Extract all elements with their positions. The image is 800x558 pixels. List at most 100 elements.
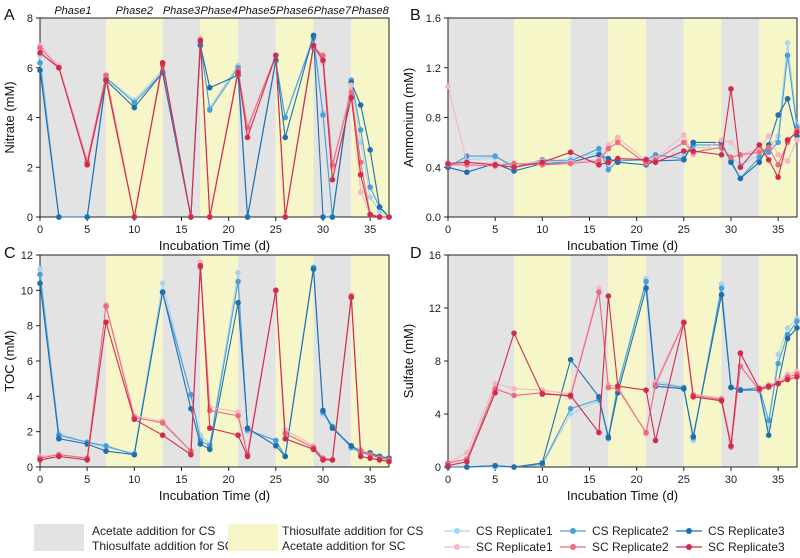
- legend-marker: [686, 544, 692, 550]
- data-point: [103, 77, 109, 83]
- legend-label: CS Replicate1: [476, 524, 553, 538]
- phase-band: [570, 255, 609, 467]
- y-tick-label: 16: [429, 250, 441, 262]
- y-tick-label: 4: [27, 113, 33, 125]
- data-point: [775, 351, 781, 358]
- data-point: [605, 293, 612, 299]
- data-point: [37, 67, 43, 74]
- y-tick-label: 2: [27, 162, 33, 174]
- data-point: [376, 204, 383, 210]
- data-point: [206, 84, 213, 91]
- y-tick-label: 10: [21, 285, 33, 297]
- y-tick-label: 6: [27, 356, 33, 368]
- legend-marker: [570, 528, 576, 534]
- data-point: [775, 360, 781, 367]
- data-point: [737, 350, 744, 356]
- legend-label: SC Replicate1: [476, 540, 553, 553]
- data-point: [84, 457, 90, 463]
- data-point: [320, 407, 326, 414]
- data-point: [329, 161, 336, 168]
- data-point: [775, 380, 781, 387]
- y-tick-label: 0: [27, 462, 33, 474]
- data-point: [188, 391, 194, 398]
- phase-label: Phase3: [163, 5, 201, 17]
- x-tick-label: 20: [631, 224, 643, 236]
- data-point: [737, 175, 744, 182]
- data-point: [794, 137, 800, 143]
- x-tick-label: 30: [725, 474, 737, 486]
- data-point: [367, 455, 373, 461]
- x-tick-label: 15: [175, 224, 187, 236]
- data-point: [605, 145, 612, 152]
- data-point: [273, 287, 279, 294]
- data-point: [605, 166, 612, 173]
- legend-swatch-gray: [34, 524, 84, 551]
- y-axis-title: Nitrate (mM): [2, 81, 17, 153]
- phase-label: Phase2: [116, 5, 153, 17]
- data-point: [775, 152, 781, 158]
- data-point: [728, 86, 734, 92]
- series-layer: [445, 40, 800, 182]
- data-point: [765, 432, 772, 439]
- data-point: [445, 160, 451, 167]
- data-point: [681, 319, 687, 326]
- data-point: [37, 271, 43, 278]
- x-tick-label: 5: [492, 224, 498, 236]
- panel-letter: B: [410, 7, 421, 24]
- data-point: [348, 294, 355, 301]
- y-tick-label: 8: [27, 321, 33, 333]
- data-point: [37, 457, 43, 463]
- phase-label: Phase5: [238, 5, 276, 17]
- data-point: [206, 214, 213, 220]
- phase-band: [351, 255, 389, 467]
- y-tick-label: 0: [435, 462, 441, 474]
- phase-band: [275, 18, 314, 217]
- data-point: [320, 52, 326, 59]
- data-point: [596, 289, 602, 295]
- data-point: [605, 159, 612, 166]
- data-point: [244, 214, 251, 220]
- data-point: [103, 319, 109, 325]
- y-tick-label: 4: [435, 409, 441, 421]
- data-point: [159, 432, 166, 439]
- legend-marker: [686, 528, 692, 534]
- data-point: [464, 449, 470, 456]
- panel-b: 0 5 10 15 20 25 30 35 0.0 0.4 0.8 1.2 1.6 Incubation …: [401, 7, 800, 253]
- data-point: [103, 443, 109, 449]
- data-point: [206, 407, 213, 414]
- data-point: [131, 99, 138, 106]
- x-tick-label: 10: [536, 224, 548, 236]
- data-point: [765, 156, 772, 163]
- data-point: [728, 443, 734, 449]
- data-point: [56, 453, 62, 460]
- y-tick-label: 2: [27, 427, 33, 439]
- x-tick-label: 35: [364, 224, 376, 236]
- data-point: [329, 425, 336, 431]
- data-point: [197, 262, 204, 269]
- y-tick-label: 12: [21, 250, 33, 262]
- phase-label: Phase8: [351, 5, 389, 17]
- phase-band: [683, 18, 722, 217]
- x-tick-label: 15: [175, 474, 187, 486]
- phase-band: [448, 255, 515, 467]
- phase-band: [200, 18, 239, 217]
- data-point: [511, 164, 517, 171]
- legend-text: Acetate addition for CS: [92, 524, 215, 538]
- data-point: [159, 280, 166, 287]
- x-tick-label: 0: [37, 224, 43, 236]
- data-point: [511, 330, 517, 336]
- legend-label: SC Replicate2: [592, 540, 669, 553]
- legend-swatch-yellow: [228, 524, 278, 551]
- data-point: [681, 132, 687, 138]
- data-point: [367, 184, 373, 190]
- phase-band: [608, 255, 647, 467]
- phase-band: [721, 18, 760, 217]
- data-point: [775, 174, 781, 180]
- data-point: [756, 386, 763, 392]
- y-tick-label: 0.8: [426, 113, 441, 125]
- x-tick-label: 15: [583, 474, 595, 486]
- data-point: [492, 462, 498, 469]
- phase-band: [275, 255, 314, 467]
- data-point: [282, 453, 289, 460]
